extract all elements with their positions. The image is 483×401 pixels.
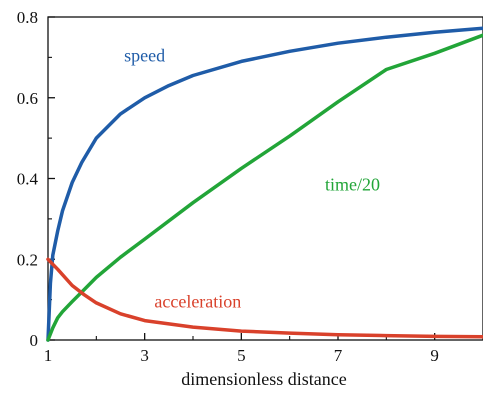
y-tick-label: 0.8 — [17, 8, 38, 27]
series-acceleration-line — [46, 257, 483, 339]
plot-frame — [47, 16, 483, 341]
x-tick-label: 1 — [44, 346, 53, 365]
series-speed-line — [46, 26, 483, 342]
x-tick-label: 3 — [140, 346, 149, 365]
series-layer — [46, 26, 483, 342]
y-tick-label: 0 — [30, 331, 39, 350]
series-acceleration-label: acceleration — [154, 291, 241, 311]
series-speed-label: speed — [124, 45, 165, 65]
x-axis-label: dimensionless distance — [181, 369, 346, 389]
y-tick-label: 0.4 — [17, 170, 39, 189]
plot-area: 1 3 5 7 9 0 0.2 0.4 0.6 0.8 — [17, 8, 483, 365]
series-time-20-line — [46, 33, 483, 342]
x-tick-label: 5 — [237, 346, 246, 365]
y-tick-label: 0.6 — [17, 89, 38, 108]
y-tick-label: 0.2 — [17, 250, 38, 269]
x-tick-label: 7 — [334, 346, 343, 365]
series-time-20-label: time/20 — [325, 175, 380, 195]
label-layer: speed time/20 acceleration — [124, 45, 380, 311]
x-tick-label: 9 — [430, 346, 439, 365]
